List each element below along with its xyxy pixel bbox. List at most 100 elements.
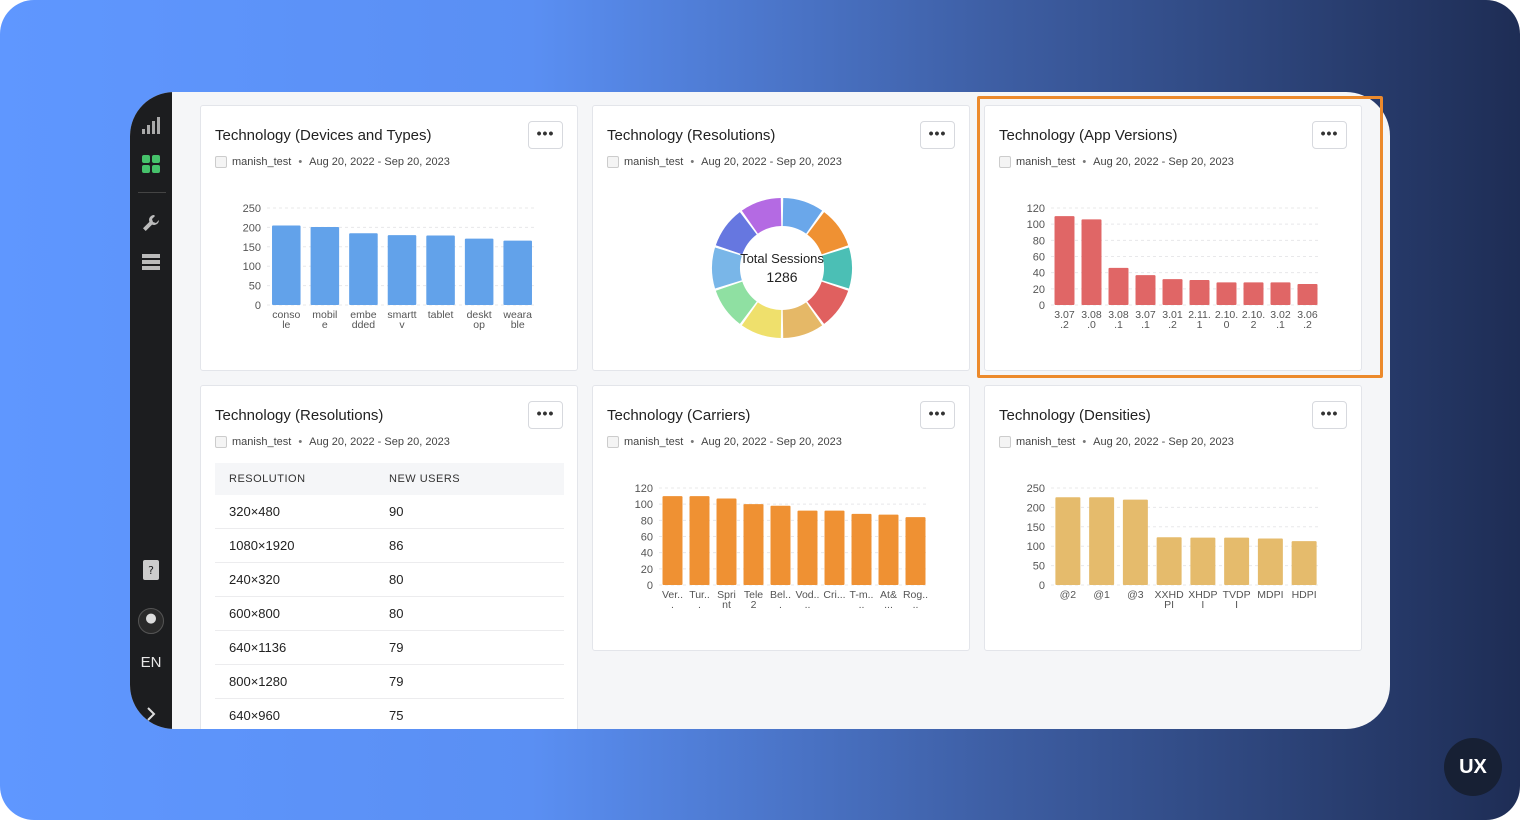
x-tick-label: v — [399, 319, 405, 331]
x-tick-label: 2.10. — [1242, 309, 1265, 321]
bar-chart-icon[interactable] — [139, 114, 163, 138]
bar — [272, 225, 301, 305]
more-options-button[interactable]: ••• — [920, 401, 955, 429]
donut-slice — [741, 198, 782, 234]
cell-new-users: 75 — [389, 708, 404, 723]
y-tick-label: 100 — [243, 261, 261, 273]
column-header-new-users[interactable]: NEW USERS — [389, 473, 461, 485]
x-tick-label: 3.02 — [1270, 309, 1291, 321]
donut-slice — [806, 212, 849, 255]
card-carriers: Technology (Carriers) ••• manish_test • … — [592, 385, 970, 651]
x-tick-label: ble — [511, 319, 525, 331]
separator-dot: • — [690, 436, 695, 448]
x-tick-label: Vod.. — [796, 589, 820, 601]
more-options-button[interactable]: ••• — [1312, 121, 1347, 149]
x-tick-label: T-m.. — [850, 589, 874, 601]
bar — [905, 517, 926, 585]
x-tick-label: 0 — [1224, 319, 1230, 331]
y-tick-label: 50 — [249, 281, 261, 293]
more-options-button[interactable]: ••• — [528, 401, 563, 429]
table-row: 240×320 80 — [215, 563, 564, 597]
separator-dot: • — [298, 156, 303, 168]
x-tick-label: smartt — [387, 309, 416, 321]
bar — [824, 510, 845, 585]
x-tick-label: I — [1201, 599, 1204, 611]
more-options-button[interactable]: ••• — [920, 121, 955, 149]
bar — [1270, 282, 1291, 305]
x-tick-label: embe — [350, 309, 376, 321]
card-meta: manish_test • Aug 20, 2022 - Sep 20, 202… — [215, 156, 450, 168]
carriers-bar-chart: 020406080100120Ver...Tur...SprintTele2Be… — [635, 483, 929, 611]
y-tick-label: 120 — [1027, 203, 1045, 215]
cell-resolution: 320×480 — [229, 504, 280, 519]
cell-new-users: 79 — [389, 674, 404, 689]
x-tick-label: I — [1235, 599, 1238, 611]
project-name: manish_test — [1016, 156, 1076, 168]
table-row: 600×800 80 — [215, 597, 564, 631]
y-tick-label: 80 — [641, 515, 653, 527]
x-tick-label: MDPI — [1257, 589, 1283, 601]
wrench-icon[interactable] — [139, 211, 163, 235]
donut-center-value: 1286 — [766, 269, 797, 285]
more-options-button[interactable]: ••• — [528, 121, 563, 149]
language-selector[interactable]: EN — [140, 654, 162, 671]
x-tick-label: tablet — [428, 309, 454, 321]
x-tick-label: . — [779, 599, 782, 611]
cell-resolution: 640×960 — [229, 708, 280, 723]
x-tick-label: e — [322, 319, 328, 331]
more-options-button[interactable]: ••• — [1312, 401, 1347, 429]
help-icon[interactable]: ? — [139, 558, 163, 582]
project-checkbox-icon — [607, 156, 619, 168]
x-tick-label: . — [671, 599, 674, 611]
cell-resolution: 640×1136 — [229, 640, 287, 655]
separator-dot: • — [298, 436, 303, 448]
project-checkbox-icon — [215, 436, 227, 448]
donut-slice — [715, 281, 758, 324]
y-tick-label: 80 — [1033, 235, 1045, 247]
app-versions-bar-chart: 0204060801001203.07.23.08.03.08.13.07.13… — [1027, 203, 1321, 331]
donut-center-label: Total Sessions — [740, 251, 824, 266]
table-row: 320×480 90 — [215, 495, 564, 529]
ux-logo-badge: UX — [1444, 738, 1502, 796]
app-window: ? EN Technology (Devices and Types) ••• … — [130, 92, 1390, 729]
bar — [797, 510, 818, 585]
y-tick-label: 0 — [255, 300, 261, 312]
card-title: Technology (App Versions) — [999, 127, 1178, 144]
x-tick-label: Tele — [744, 589, 763, 601]
server-icon[interactable] — [139, 250, 163, 274]
card-title: Technology (Devices and Types) — [215, 127, 432, 144]
x-tick-label: Ver.. — [662, 589, 683, 601]
x-tick-label: mobil — [312, 309, 337, 321]
table-row: 640×960 75 — [215, 699, 564, 729]
separator-dot: • — [1082, 156, 1087, 168]
card-title: Technology (Densities) — [999, 407, 1151, 424]
bar — [689, 496, 710, 585]
project-checkbox-icon — [999, 156, 1011, 168]
avatar[interactable] — [138, 608, 164, 634]
column-header-resolution[interactable]: RESOLUTION — [229, 473, 306, 485]
chevron-right-icon[interactable] — [139, 702, 163, 726]
card-app-versions: Technology (App Versions) ••• manish_tes… — [984, 105, 1362, 371]
project-name: manish_test — [624, 436, 684, 448]
y-tick-label: 150 — [243, 242, 261, 254]
cell-resolution: 240×320 — [229, 572, 280, 587]
bar — [1243, 282, 1264, 305]
cell-resolution: 800×1280 — [229, 674, 288, 689]
x-tick-label: .1 — [1141, 319, 1150, 331]
x-tick-label: .1 — [1114, 319, 1123, 331]
donut-slice — [715, 212, 758, 255]
date-range: Aug 20, 2022 - Sep 20, 2023 — [309, 156, 450, 168]
dashboard-grid-icon[interactable] — [139, 152, 163, 176]
bar — [349, 233, 378, 305]
x-tick-label: PI — [1164, 599, 1174, 611]
separator-dot: • — [1082, 436, 1087, 448]
y-tick-label: 60 — [1033, 252, 1045, 264]
donut-slice — [782, 198, 823, 234]
card-meta: manish_test • Aug 20, 2022 - Sep 20, 202… — [607, 436, 842, 448]
y-tick-label: 120 — [635, 483, 653, 495]
separator-dot: • — [690, 156, 695, 168]
x-tick-label: 3.01 — [1162, 309, 1183, 321]
y-tick-label: 100 — [1027, 219, 1045, 231]
y-tick-label: 50 — [1033, 561, 1045, 573]
card-meta: manish_test • Aug 20, 2022 - Sep 20, 202… — [999, 436, 1234, 448]
